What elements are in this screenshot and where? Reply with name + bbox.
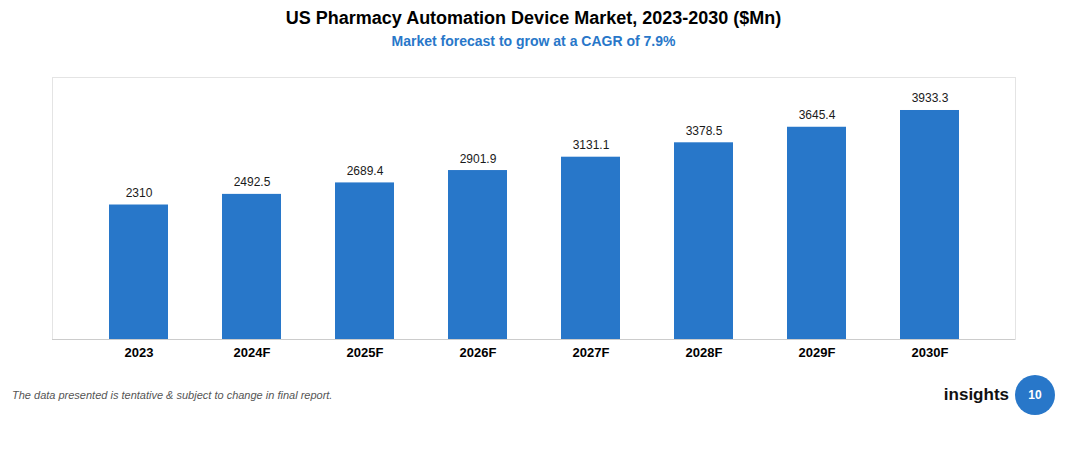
- svg-text:2901.9: 2901.9: [460, 152, 497, 166]
- svg-text:2310: 2310: [126, 186, 153, 200]
- html-text:Market forecast to grow at a C: Market forecast to grow at a CAGR of 7.9…: [391, 33, 676, 49]
- svg-text:2026F: 2026F: [460, 345, 497, 360]
- svg-text:2023: 2023: [125, 345, 154, 360]
- html-text:The data presented is tentativ: The data presented is tentative & subjec…: [12, 389, 333, 401]
- html-text:10: 10: [1028, 388, 1042, 402]
- svg-text:3131.1: 3131.1: [573, 138, 610, 152]
- svg-text:2024F: 2024F: [234, 345, 271, 360]
- html-text:insights: insights: [943, 385, 1009, 404]
- svg-text:3378.5: 3378.5: [686, 124, 723, 138]
- svg-text:2029F: 2029F: [799, 345, 836, 360]
- html-text:US Pharmacy Automation Device: US Pharmacy Automation Device Market, 20…: [285, 8, 782, 28]
- svg-text:3933.3: 3933.3: [912, 91, 949, 105]
- svg-text:2689.4: 2689.4: [347, 164, 384, 178]
- svg-text:2030F: 2030F: [912, 345, 949, 360]
- svg-text:2492.5: 2492.5: [234, 175, 271, 189]
- svg-text:3645.4: 3645.4: [799, 108, 836, 122]
- svg-text:2025F: 2025F: [347, 345, 384, 360]
- svg-text:2027F: 2027F: [573, 345, 610, 360]
- svg-text:2028F: 2028F: [686, 345, 723, 360]
